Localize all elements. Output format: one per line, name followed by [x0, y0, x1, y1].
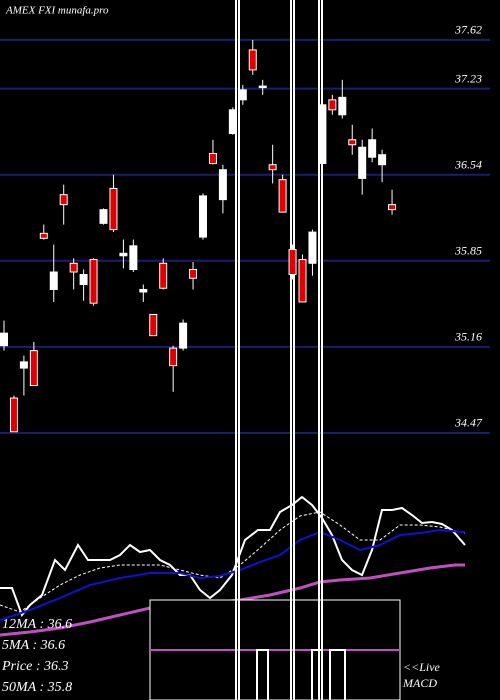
candle-body	[19, 361, 28, 369]
chart-title: AMEX FXI munafa.pro	[5, 5, 109, 17]
candle-body	[119, 252, 128, 257]
y-tick-label: 35.16	[454, 330, 482, 344]
macd-pulse	[256, 649, 269, 700]
candle-body	[288, 249, 297, 276]
macd-box	[149, 599, 401, 700]
candle-body	[159, 262, 168, 289]
candle-body	[278, 179, 287, 213]
candle-body	[208, 152, 217, 164]
ma-line	[0, 563, 465, 637]
candle-body	[99, 209, 108, 224]
annotation: 12MA : 36.6	[2, 617, 72, 632]
ma-line	[0, 528, 466, 621]
candle-body	[189, 269, 198, 279]
candle-body	[179, 322, 188, 349]
candle-body	[348, 139, 357, 146]
candle-body	[129, 245, 138, 271]
candle-body	[268, 164, 277, 171]
y-tick-label: 36.54	[454, 157, 482, 171]
candle-body	[149, 313, 158, 337]
candle-body	[79, 274, 88, 285]
candle-body	[49, 271, 58, 290]
candle-body	[368, 139, 377, 158]
candle-body	[258, 85, 267, 89]
ma-line	[0, 511, 466, 613]
candle-body	[9, 397, 18, 433]
candle-body	[59, 194, 68, 206]
candle-body	[39, 232, 48, 239]
candle-body	[69, 262, 78, 273]
grid: 37.62 37.23 36.54 35.85 35.16 34.47	[0, 23, 490, 434]
candle-body	[388, 204, 397, 211]
candle-body	[139, 288, 148, 293]
candle-body	[0, 332, 8, 347]
annotation: 5MA : 36.6	[2, 638, 65, 653]
candle-body	[308, 231, 317, 264]
y-tick-label: 34.47	[454, 416, 483, 430]
candles	[0, 39, 397, 433]
annotation: Price : 36.3	[1, 659, 68, 674]
live-label: <<Live	[403, 660, 441, 674]
candle-body	[328, 99, 337, 111]
candle-body	[238, 89, 247, 101]
candle-body	[169, 347, 178, 367]
candle-body	[378, 154, 387, 166]
candle-body	[199, 195, 207, 238]
y-tick-label: 37.62	[454, 23, 482, 37]
candle-body	[218, 169, 227, 201]
macd-pulse	[329, 649, 346, 700]
candle-body	[298, 259, 307, 303]
candle-body	[318, 104, 327, 164]
candle-body	[248, 49, 257, 71]
macd-label: MACD	[402, 676, 437, 690]
indicator-lines	[0, 495, 466, 637]
ma-line	[0, 495, 466, 618]
candle-body	[89, 259, 98, 304]
candle-body	[338, 96, 347, 116]
candle-body	[228, 109, 237, 135]
candle-body	[358, 146, 367, 179]
annotation: 50MA : 35.8	[2, 680, 72, 695]
candle-body	[109, 187, 118, 231]
candle-body	[29, 350, 38, 387]
y-tick-label: 37.23	[454, 71, 482, 85]
y-tick-label: 35.85	[454, 244, 482, 258]
